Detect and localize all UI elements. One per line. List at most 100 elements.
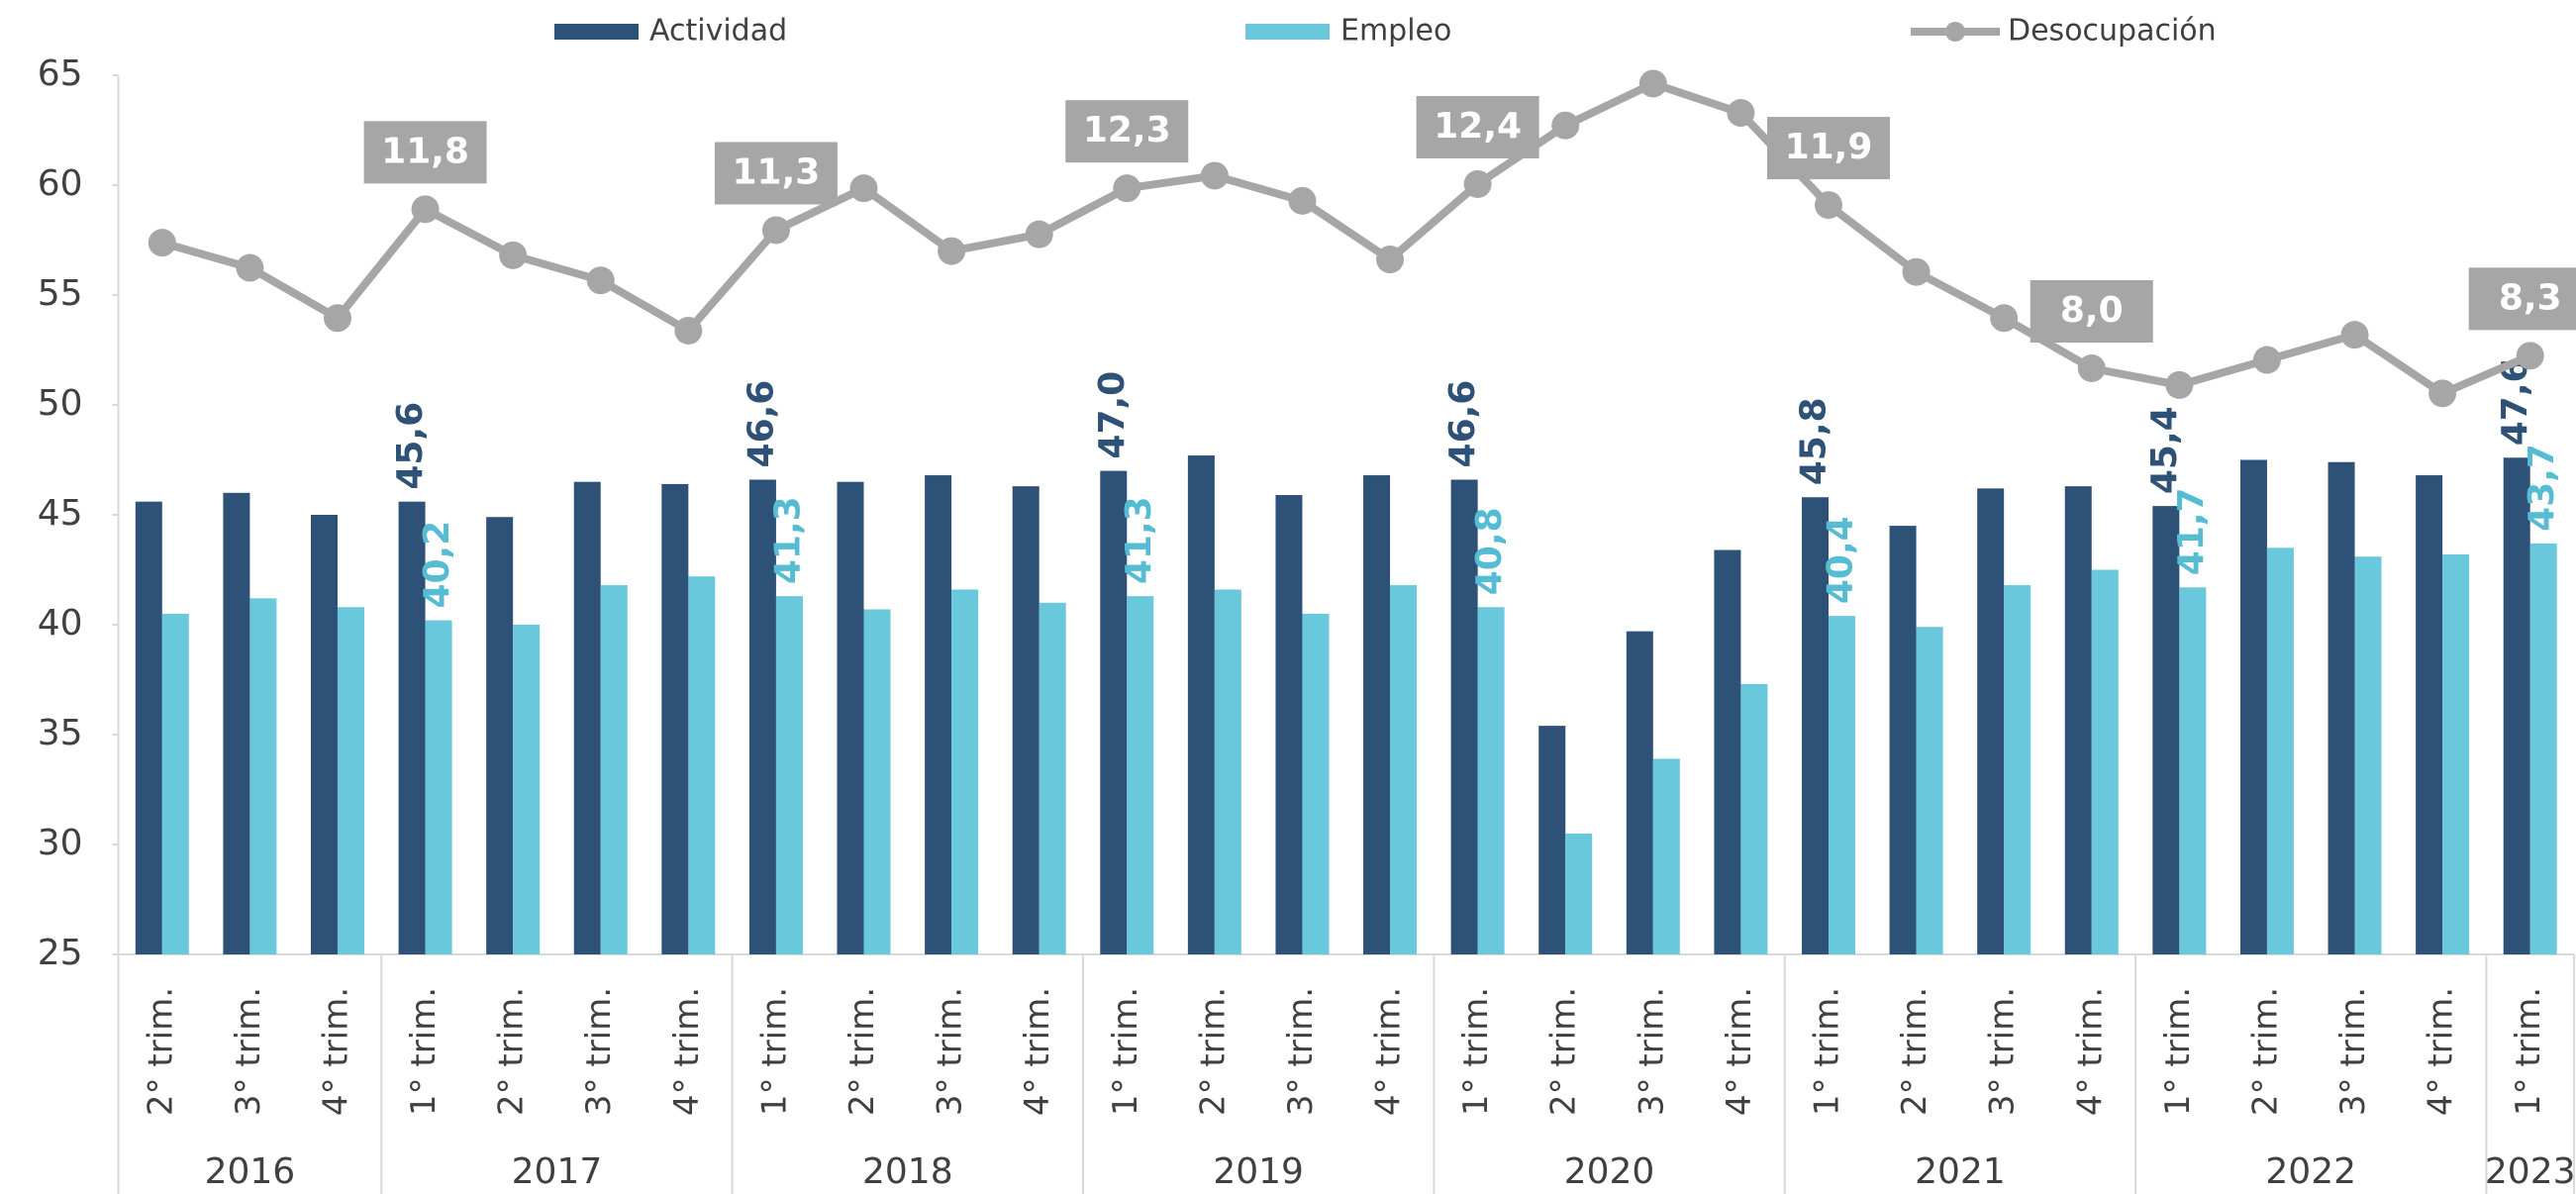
y-tick-label: 40 — [38, 603, 83, 644]
x-tick-label: 3° trim. — [1632, 987, 1671, 1116]
bar — [837, 481, 864, 954]
line-marker — [1025, 220, 1053, 249]
bar — [2004, 585, 2031, 954]
group-label: 2022 — [2265, 1151, 2356, 1192]
bar — [1828, 616, 1855, 954]
x-tick-label: 2° trim. — [1895, 987, 1934, 1116]
bar — [135, 501, 162, 954]
line-marker — [586, 266, 615, 295]
line-marker — [2165, 370, 2194, 399]
data-label: 47,6 — [2495, 357, 2535, 446]
bar — [2064, 486, 2092, 954]
bar — [1450, 479, 1478, 954]
data-label-box: 8,0 — [2030, 280, 2153, 343]
line-marker — [849, 174, 878, 203]
bar — [1187, 455, 1215, 954]
line-marker — [1551, 111, 1580, 140]
x-tick-label: 4° trim. — [1018, 987, 1057, 1116]
bar — [2529, 543, 2557, 954]
x-tick-label: 1° trim. — [1456, 987, 1496, 1116]
line-marker — [236, 253, 264, 282]
line-marker — [1638, 69, 1667, 98]
bar — [748, 479, 776, 954]
line-marker — [1902, 257, 1931, 286]
bar — [661, 483, 689, 954]
bar — [2442, 553, 2470, 954]
bar — [1477, 607, 1505, 954]
bar — [1565, 833, 1593, 954]
bar — [1801, 497, 1829, 954]
group-label: 2019 — [1213, 1151, 1304, 1192]
bar — [1039, 602, 1066, 954]
line-marker — [1376, 246, 1405, 274]
bar — [486, 517, 514, 954]
bar — [925, 475, 952, 954]
line-marker — [411, 195, 440, 224]
bar — [775, 596, 803, 954]
x-tick-label: 4° trim. — [1369, 987, 1409, 1116]
line-marker — [1727, 99, 1755, 128]
group-label: 2018 — [862, 1151, 953, 1192]
x-tick-label: 1° trim. — [2509, 987, 2548, 1116]
data-label: 40,4 — [1820, 516, 1860, 604]
data-label-box: 12,3 — [1065, 100, 1189, 163]
y-tick-label: 55 — [38, 273, 83, 314]
legend-swatch — [1245, 24, 1330, 40]
bar — [1214, 589, 1241, 954]
bar — [2416, 475, 2443, 954]
bar — [2179, 587, 2207, 954]
bar — [573, 481, 601, 954]
data-label-box: 11,9 — [1766, 117, 1890, 180]
data-label: 45,6 — [390, 402, 431, 490]
group-label: 2017 — [512, 1151, 603, 1192]
bar — [863, 609, 891, 954]
data-label-box: 8,3 — [2468, 267, 2576, 331]
bar — [2239, 459, 2267, 954]
data-label: 46,6 — [1442, 380, 1483, 468]
group-label: 2023 — [2485, 1151, 2576, 1192]
x-tick-label: 4° trim. — [316, 987, 355, 1116]
bar — [2152, 506, 2180, 954]
bar — [1127, 596, 1154, 954]
group-label: 2020 — [1564, 1151, 1655, 1192]
bar — [1652, 758, 1680, 954]
line-marker — [938, 237, 966, 265]
data-label: 11,3 — [733, 151, 821, 192]
bar — [310, 515, 338, 954]
data-label: 45,8 — [1793, 397, 1833, 485]
x-tick-label: 1° trim. — [754, 987, 794, 1116]
line-marker — [674, 316, 703, 345]
line — [160, 79, 2532, 398]
bar — [1977, 488, 2005, 954]
line-marker — [323, 304, 351, 333]
data-label: 12,3 — [1083, 110, 1171, 150]
bar — [513, 625, 541, 954]
bar — [1538, 726, 1566, 954]
bar — [1714, 549, 1741, 954]
x-tick-label: 3° trim. — [2333, 987, 2373, 1116]
legend-swatch — [554, 24, 639, 40]
x-tick-label: 2° trim. — [2245, 987, 2285, 1116]
bar — [2266, 547, 2294, 954]
bar — [1916, 627, 1943, 954]
bar — [1100, 470, 1128, 954]
label-box — [1416, 95, 1539, 158]
x-tick-label: 4° trim. — [2422, 987, 2461, 1116]
data-label: 41,7 — [2171, 487, 2212, 575]
x-tick-label: 3° trim. — [1281, 987, 1321, 1116]
data-label: 41,3 — [1119, 496, 1159, 584]
legend-label: Desocupación — [2008, 14, 2217, 49]
x-tick-label: 4° trim. — [2070, 987, 2110, 1116]
y-tick-label: 35 — [38, 713, 83, 753]
bar — [223, 492, 250, 954]
data-label-box: 11,8 — [363, 121, 487, 184]
line-marker — [761, 216, 790, 245]
data-label-box: 12,4 — [1416, 95, 1539, 158]
bar — [2091, 569, 2119, 954]
x-tick-label: 3° trim. — [1983, 987, 2023, 1116]
x-tick-label: 3° trim. — [229, 987, 268, 1116]
y-tick-label: 25 — [38, 933, 83, 973]
data-label: 43,7 — [2522, 444, 2562, 532]
